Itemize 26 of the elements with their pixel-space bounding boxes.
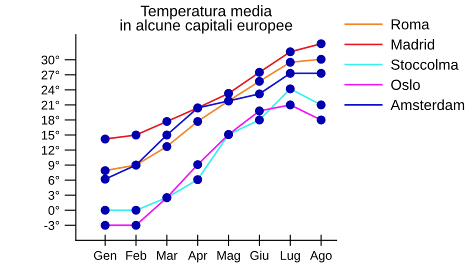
y-tick-label: 27°	[42, 70, 60, 80]
y-tick-label: 12°	[42, 146, 60, 155]
x-tick-label: Mag	[217, 251, 240, 262]
y-tick-label: 0°	[48, 206, 60, 215]
y-tick-label: 15°	[42, 130, 60, 140]
x-tick-label: Mar	[157, 251, 178, 260]
legend-label: Oslo	[391, 79, 420, 90]
y-tick-label: 18°	[42, 116, 60, 125]
legend-label: Stoccolma	[391, 59, 459, 70]
legend-label: Madrid	[392, 38, 434, 50]
y-tick-label: 21°	[42, 100, 60, 110]
x-tick-label: Ago	[310, 251, 332, 262]
legend-label: Amsterdam	[390, 99, 464, 110]
y-tick-label: 30°	[41, 56, 60, 64]
x-tick-label: Apr	[188, 251, 208, 262]
y-tick-label: 6°	[48, 176, 60, 185]
y-tick-label: 3°	[48, 190, 60, 200]
legend-label: Roma	[392, 19, 430, 30]
x-tick-label: Giu	[250, 250, 268, 260]
y-tick-label: 9°	[48, 160, 60, 170]
chart-title: Temperatura media in alcune capitali europee	[120, 5, 292, 34]
x-tick-label: Gen	[94, 251, 116, 260]
x-tick-label: Lug	[280, 251, 300, 262]
y-tick-label: 24°	[42, 86, 60, 94]
x-tick-label: Feb	[126, 250, 146, 260]
y-tick-label: -3°	[44, 221, 60, 230]
